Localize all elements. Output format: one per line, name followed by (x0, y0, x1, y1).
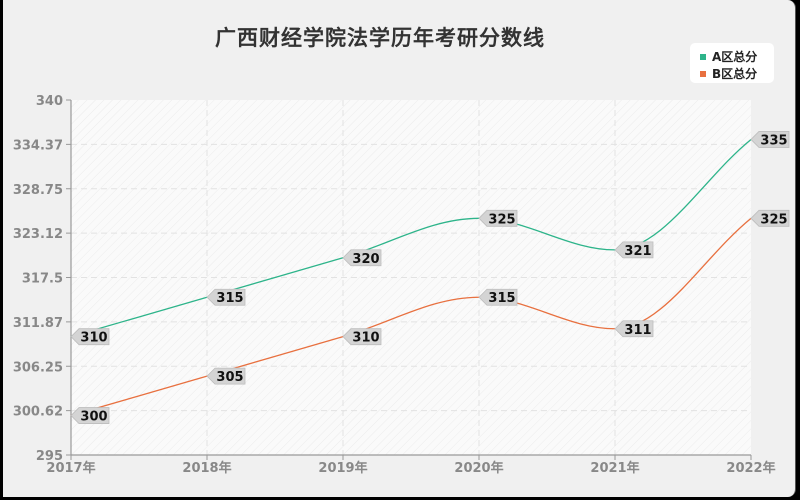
x-tick-label: 2018年 (182, 460, 231, 476)
legend-label-b: B区总分 (712, 67, 758, 81)
data-label: 310 (70, 328, 110, 346)
axes: 340 334.37 328.75 323.12 317.5 311.87 306.25 30… (13, 94, 776, 476)
legend-item-a[interactable]: A区总分 (700, 48, 757, 65)
y-tick-label: 300.62 (13, 405, 63, 420)
svg-text:315: 315 (488, 291, 515, 306)
y-tick-label: 323.12 (13, 227, 63, 242)
legend-label-a: A区总分 (712, 50, 758, 64)
y-tick-label: 317.5 (22, 272, 63, 287)
data-label: 315 (206, 288, 246, 306)
x-tick-label: 2022年 (726, 460, 775, 476)
y-tick-label: 334.37 (13, 138, 63, 153)
y-tick-label: 340 (36, 94, 63, 109)
chart-legend: A区总分 B区总分 (690, 43, 774, 83)
svg-text:335: 335 (760, 133, 787, 148)
data-label: 325 (478, 209, 518, 227)
svg-text:300: 300 (80, 410, 107, 425)
y-tick-label: 311.87 (13, 316, 63, 331)
svg-text:321: 321 (624, 244, 651, 259)
svg-text:315: 315 (216, 291, 243, 306)
x-tick-label: 2021年 (590, 460, 639, 476)
data-labels: 310 315 320 325 321 335 300 305 310 315 311 325 (70, 131, 790, 425)
data-label: 321 (614, 241, 654, 259)
data-label: 320 (342, 249, 382, 267)
x-tick-label: 2019年 (318, 460, 367, 476)
x-tick-label: 2017年 (46, 460, 95, 476)
x-tick-label: 2020年 (454, 460, 503, 476)
svg-text:325: 325 (488, 212, 515, 227)
svg-text:305: 305 (216, 370, 243, 385)
data-label: 335 (750, 131, 790, 148)
legend-item-b[interactable]: B区总分 (700, 65, 757, 82)
chart-title: 广西财经学院法学历年考研分数线 (215, 26, 545, 50)
svg-text:310: 310 (352, 331, 379, 346)
data-label: 325 (750, 209, 790, 227)
svg-text:310: 310 (80, 331, 107, 346)
y-tick-label: 328.75 (13, 183, 63, 198)
data-label: 300 (70, 407, 110, 425)
data-label: 305 (206, 367, 246, 385)
svg-text:320: 320 (352, 252, 379, 267)
data-label: 310 (342, 328, 382, 346)
data-label: 311 (614, 320, 654, 338)
y-tick-label: 306.25 (13, 360, 63, 375)
svg-text:311: 311 (624, 323, 651, 338)
data-label: 315 (478, 288, 518, 306)
legend-swatch-b-icon (700, 70, 706, 77)
y-tick-label: 295 (36, 449, 63, 464)
legend-swatch-a-icon (700, 53, 706, 60)
svg-text:325: 325 (760, 212, 787, 227)
